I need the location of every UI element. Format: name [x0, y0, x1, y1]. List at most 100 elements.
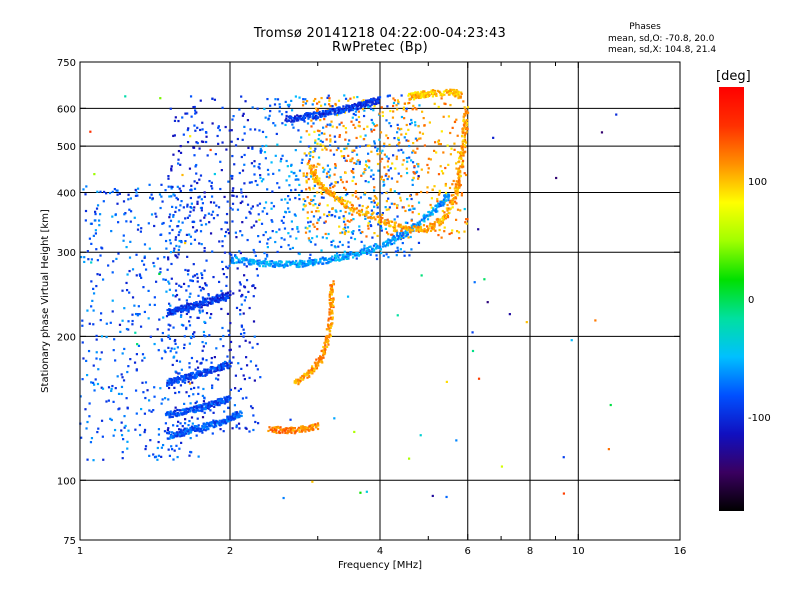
data-point	[221, 398, 224, 401]
data-point	[385, 191, 388, 195]
data-point	[226, 312, 230, 315]
data-point	[295, 263, 298, 267]
data-point	[241, 138, 244, 141]
data-point	[125, 281, 128, 285]
data-point	[204, 423, 207, 426]
data-point	[223, 410, 226, 413]
data-point	[295, 429, 298, 432]
data-point	[205, 135, 208, 138]
data-point	[348, 207, 351, 210]
data-point	[226, 366, 229, 369]
grid-lines	[80, 62, 680, 540]
data-point	[312, 198, 315, 202]
data-point	[187, 310, 190, 314]
data-point	[316, 206, 319, 209]
data-point	[217, 280, 221, 284]
data-point	[411, 178, 414, 182]
data-point	[409, 231, 412, 234]
data-point	[451, 202, 455, 206]
data-point	[194, 129, 197, 132]
data-point	[364, 217, 367, 220]
data-point	[239, 332, 243, 336]
data-point	[371, 236, 374, 239]
data-point	[81, 341, 84, 344]
data-point	[85, 373, 89, 377]
data-point	[399, 248, 402, 251]
data-point	[431, 494, 434, 498]
data-point	[291, 262, 294, 265]
data-point	[298, 169, 302, 172]
data-point	[270, 161, 273, 164]
data-point	[306, 216, 309, 220]
data-point	[299, 140, 302, 143]
data-point	[271, 229, 274, 233]
data-point	[230, 129, 233, 132]
data-point	[204, 374, 207, 377]
data-point	[264, 201, 268, 204]
data-point	[222, 297, 225, 300]
data-point	[149, 439, 152, 442]
data-point	[233, 163, 236, 166]
data-point	[382, 180, 385, 183]
data-point	[293, 118, 296, 122]
data-point	[271, 190, 274, 193]
data-point	[184, 412, 188, 415]
data-point	[450, 203, 453, 206]
data-point	[189, 135, 192, 138]
data-point	[453, 120, 457, 123]
data-point	[332, 108, 335, 111]
data-point	[96, 382, 100, 386]
data-point	[181, 408, 184, 411]
data-point	[442, 151, 445, 154]
data-point	[445, 207, 448, 210]
data-point	[138, 313, 141, 316]
data-point	[176, 256, 179, 259]
data-point	[314, 107, 318, 110]
data-point	[252, 428, 255, 432]
data-point	[306, 376, 309, 379]
data-point	[258, 264, 261, 268]
data-point	[354, 252, 358, 255]
data-point	[169, 324, 172, 327]
data-point	[315, 179, 318, 182]
data-point	[343, 94, 346, 97]
data-point	[294, 188, 297, 191]
data-point	[261, 130, 265, 134]
data-point	[303, 205, 306, 208]
data-point	[414, 91, 417, 94]
data-point	[372, 244, 376, 247]
data-point	[344, 171, 347, 174]
data-point	[287, 195, 290, 198]
data-point	[189, 450, 192, 454]
data-point	[410, 92, 413, 95]
data-point	[125, 397, 128, 400]
data-point	[334, 256, 338, 259]
data-point	[201, 394, 204, 398]
data-point	[222, 362, 225, 365]
data-point	[172, 379, 176, 382]
data-point	[182, 282, 186, 286]
data-point	[117, 392, 121, 395]
data-point	[428, 121, 432, 124]
data-point	[324, 348, 327, 351]
data-point	[225, 421, 228, 425]
data-point	[354, 208, 357, 211]
data-point	[225, 221, 229, 224]
data-point	[189, 316, 192, 319]
data-point	[221, 293, 224, 296]
data-point	[286, 429, 290, 433]
data-point	[310, 119, 313, 122]
data-point	[256, 422, 260, 425]
data-point	[333, 173, 336, 176]
data-point	[197, 455, 200, 458]
data-point	[189, 196, 192, 200]
data-point	[361, 100, 364, 103]
data-point	[345, 104, 348, 107]
data-point	[313, 258, 317, 261]
data-point	[297, 378, 300, 381]
data-point	[334, 181, 338, 184]
data-point	[331, 322, 334, 325]
data-point	[92, 292, 96, 295]
data-point	[214, 153, 217, 156]
data-point	[324, 186, 327, 190]
